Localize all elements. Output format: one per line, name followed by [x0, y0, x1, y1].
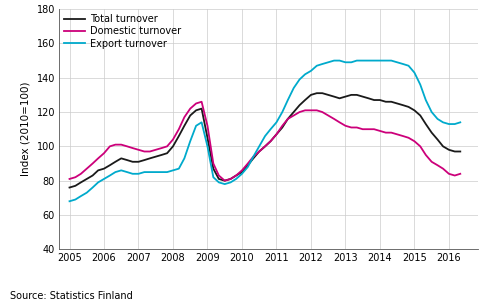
Domestic turnover	[67, 177, 72, 181]
Total turnover	[458, 150, 463, 153]
Domestic turnover	[452, 174, 458, 177]
Export turnover	[141, 170, 147, 174]
Domestic turnover	[377, 129, 383, 133]
Domestic turnover	[222, 179, 228, 182]
Domestic turnover	[458, 172, 463, 176]
Domestic turnover	[302, 109, 308, 112]
Domestic turnover	[130, 146, 136, 150]
Domestic turnover	[95, 157, 101, 160]
Text: Source: Statistics Finland: Source: Statistics Finland	[10, 291, 133, 301]
Domestic turnover	[199, 100, 205, 104]
Export turnover	[67, 199, 72, 203]
Total turnover	[141, 158, 147, 162]
Line: Total turnover: Total turnover	[70, 93, 460, 188]
Total turnover	[452, 150, 458, 153]
Y-axis label: Index (2010=100): Index (2010=100)	[21, 82, 31, 176]
Total turnover	[95, 168, 101, 172]
Export turnover	[291, 86, 297, 90]
Domestic turnover	[141, 150, 147, 153]
Export turnover	[458, 120, 463, 124]
Line: Domestic turnover: Domestic turnover	[70, 102, 460, 181]
Export turnover	[95, 181, 101, 184]
Line: Export turnover: Export turnover	[70, 60, 460, 201]
Total turnover	[199, 107, 205, 110]
Export turnover	[193, 124, 199, 128]
Legend: Total turnover, Domestic turnover, Export turnover: Total turnover, Domestic turnover, Expor…	[62, 12, 183, 51]
Total turnover	[193, 109, 199, 112]
Total turnover	[291, 110, 297, 114]
Export turnover	[452, 122, 458, 126]
Export turnover	[199, 120, 205, 124]
Export turnover	[331, 59, 337, 62]
Total turnover	[314, 92, 320, 95]
Total turnover	[67, 186, 72, 189]
